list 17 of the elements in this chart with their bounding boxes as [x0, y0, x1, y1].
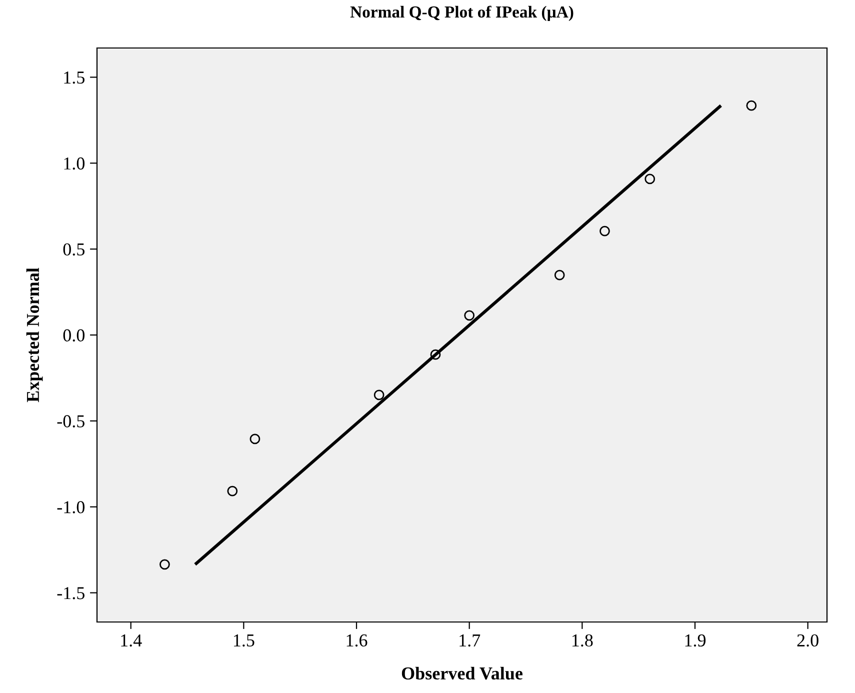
y-axis-title: Expected Normal [26, 268, 43, 402]
y-tick-label: 0.0 [63, 329, 85, 342]
y-tick-label: -1.5 [57, 587, 84, 600]
x-tick-label: 2.0 [797, 634, 818, 647]
x-tick-label: 1.6 [346, 634, 368, 647]
x-axis-title: Observed Value [402, 666, 522, 680]
y-tick-label: 1.0 [64, 157, 85, 170]
y-tick-label: 1.5 [64, 72, 84, 84]
y-tick-label: -1.0 [57, 501, 85, 514]
x-tick-label: 1.4 [121, 634, 142, 647]
x-tick-label: 1.5 [234, 634, 254, 647]
x-tick-label: 1.8 [572, 634, 593, 647]
x-tick-label: 1.9 [685, 634, 706, 647]
y-tick-label: 0.5 [63, 243, 84, 256]
y-tick-label: -0.5 [57, 415, 84, 428]
chart-title: Normal Q-Q Plot of IPeak (µA) [350, 6, 574, 21]
x-tick-label: 1.7 [460, 634, 480, 647]
